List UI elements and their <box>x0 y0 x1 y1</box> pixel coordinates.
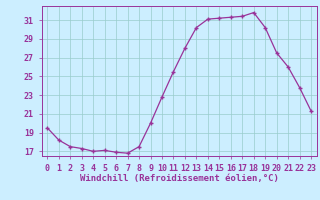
X-axis label: Windchill (Refroidissement éolien,°C): Windchill (Refroidissement éolien,°C) <box>80 174 279 183</box>
